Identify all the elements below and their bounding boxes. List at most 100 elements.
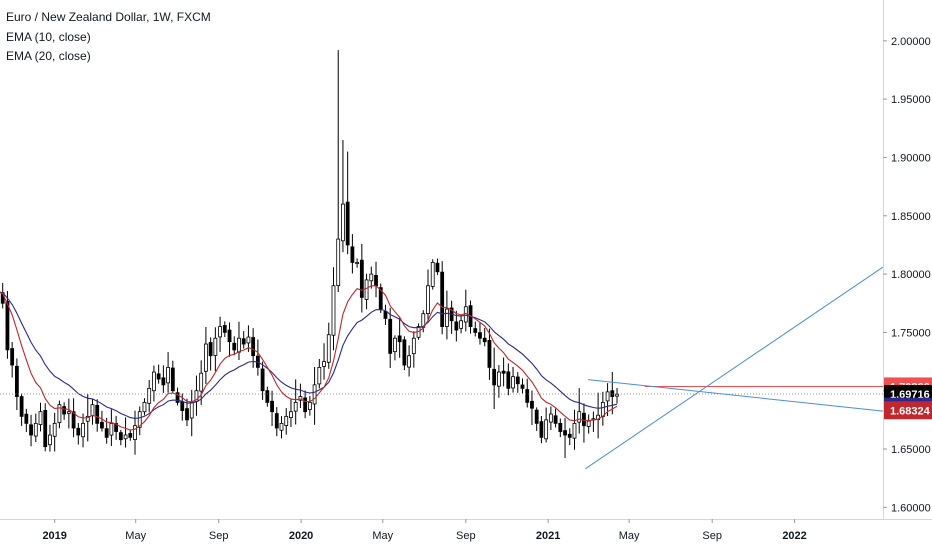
candle-body <box>166 366 170 384</box>
candle-body <box>454 321 459 331</box>
candle-body <box>114 423 119 432</box>
candle-body <box>359 259 364 298</box>
chart-title: Euro / New Zealand Dollar, 1W, FXCM <box>6 10 211 24</box>
trendline <box>587 379 884 412</box>
candle-body <box>482 337 487 343</box>
candle-body <box>445 308 449 327</box>
x-tick-label: May <box>125 530 146 542</box>
candle-body <box>369 273 374 282</box>
candle-body <box>440 271 445 327</box>
candle-body <box>345 201 350 246</box>
candle-body <box>388 318 393 354</box>
candle-body <box>563 430 567 436</box>
candle-body <box>104 428 109 438</box>
price-axis[interactable]: 1.600001.650001.700001.750001.800001.850… <box>883 36 931 515</box>
candle-body <box>156 373 161 380</box>
candle-body <box>118 432 123 441</box>
candle-body <box>270 400 274 413</box>
candle-body <box>24 413 29 424</box>
x-tick-label: May <box>372 530 393 542</box>
candle-body <box>109 422 114 436</box>
candle-body <box>407 355 411 368</box>
candle-body <box>152 371 156 392</box>
candle-body <box>492 368 497 386</box>
candle-body <box>544 419 549 440</box>
candle-body <box>284 415 289 426</box>
candle-body <box>95 404 100 424</box>
candle-body <box>237 337 241 353</box>
candles <box>0 50 619 459</box>
candle-body <box>260 368 265 392</box>
candle-body <box>487 339 492 368</box>
candle-body <box>128 433 133 438</box>
candle-body <box>473 328 478 333</box>
candle-body <box>43 410 48 448</box>
candle-body <box>501 370 506 374</box>
x-tick-label: 2019 <box>42 530 66 542</box>
candle-body <box>199 372 204 392</box>
ema10-price-tag-text: 1.68324 <box>890 405 931 417</box>
candle-body <box>393 337 397 353</box>
candle-body <box>71 411 76 429</box>
candle-body <box>142 401 147 413</box>
y-tick-label: 1.80000 <box>891 269 931 281</box>
time-axis[interactable]: 2019 May Sep 2020 May Sep 2021 May Sep 2022 <box>42 519 807 542</box>
candle-body <box>530 400 534 409</box>
candle-body <box>397 335 402 343</box>
candle-body <box>62 406 67 415</box>
candle-body <box>322 361 326 367</box>
candle-body <box>5 301 10 351</box>
candle-body <box>185 408 189 421</box>
candle-body <box>506 371 511 389</box>
candle-body <box>213 337 218 356</box>
candle-body <box>90 404 95 417</box>
candle-body <box>435 262 440 273</box>
ema10-legend-label: EMA (10, close) <box>6 29 91 44</box>
x-tick-label: May <box>619 530 640 542</box>
ema20-legend-label: EMA (20, close) <box>6 49 91 63</box>
y-tick-label: 2.00000 <box>891 36 931 48</box>
candle-body <box>374 275 378 287</box>
candle-body <box>520 384 525 389</box>
candle-body <box>10 348 15 366</box>
ema10-price-tag-bg <box>884 401 932 420</box>
candle-body <box>19 396 24 417</box>
candle-body <box>383 310 388 319</box>
candle-body <box>336 238 341 287</box>
x-tick-label: 2022 <box>782 530 806 542</box>
candle-body <box>227 329 232 343</box>
candle-body <box>478 332 482 339</box>
candle-body <box>312 384 317 405</box>
ema20-line <box>0 291 618 419</box>
candle-body <box>586 420 591 427</box>
candle-body <box>548 413 553 423</box>
candle-body <box>218 326 222 338</box>
candle-body <box>289 411 293 419</box>
candle-body <box>265 390 270 403</box>
candle-body <box>29 424 33 436</box>
candle-body <box>303 397 308 413</box>
candle-body <box>100 421 104 429</box>
candle-body <box>133 425 137 440</box>
candle-body <box>426 285 430 314</box>
candle-body <box>326 334 331 363</box>
candle-body <box>539 421 544 438</box>
x-tick-label: Sep <box>702 530 722 542</box>
candle-body <box>558 422 563 432</box>
candle-body <box>511 376 515 389</box>
candle-body <box>341 203 345 242</box>
candle-body <box>48 434 52 446</box>
candle-body <box>203 343 208 372</box>
drawings[interactable] <box>0 266 884 470</box>
candle-body <box>615 393 619 397</box>
candle-body <box>577 411 582 423</box>
x-tick-label: 2021 <box>536 530 560 542</box>
candle-body <box>81 422 85 438</box>
candle-body <box>317 366 322 385</box>
candle-body <box>14 365 19 397</box>
candle-body <box>208 342 213 357</box>
candle-body <box>279 422 284 431</box>
candle-body <box>355 262 360 265</box>
